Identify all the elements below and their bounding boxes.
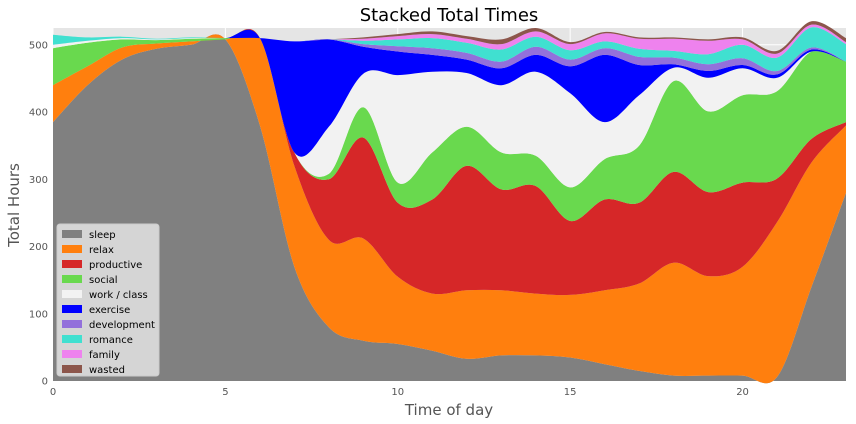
legend-swatch-exercise [62, 305, 82, 313]
y-tick-label-5: 500 [29, 40, 48, 51]
legend-swatch-productive [62, 260, 82, 268]
area-work-class [53, 29, 846, 188]
legend-swatch-wasted [62, 365, 82, 373]
y-tick-label-4: 400 [29, 108, 48, 119]
area-development [53, 37, 846, 75]
legend-label-work-class: work / class [89, 290, 148, 301]
legend-swatch-sleep [62, 230, 82, 238]
legend-box [56, 223, 160, 377]
legend-swatch-development [62, 320, 82, 328]
area-wasted [53, 21, 846, 54]
area-relax [53, 28, 846, 384]
legend-swatch-romance [62, 335, 82, 343]
legend-swatch-family [62, 350, 82, 358]
area-sleep [53, 34, 846, 384]
x-tick-label-0: 0 [50, 387, 56, 398]
area-productive [53, 28, 846, 296]
x-tick-label-3: 15 [564, 387, 577, 398]
legend-label-romance: romance [89, 335, 133, 346]
y-tick-label-0: 0 [42, 377, 48, 388]
y-axis-label: Total Hours [5, 163, 23, 248]
x-axis-ticks: 0 5 10 15 20 [50, 387, 749, 398]
legend-label-sleep: sleep [89, 230, 116, 241]
chart-title: Stacked Total Times [360, 5, 539, 26]
area-layers [53, 21, 846, 384]
x-tick-label-2: 10 [391, 387, 404, 398]
legend-label-productive: productive [89, 260, 142, 271]
y-axis-ticks: 0 100 200 300 400 500 [29, 40, 48, 387]
legend-label-development: development [89, 320, 155, 331]
area-family [53, 24, 846, 58]
legend-label-family: family [89, 350, 120, 361]
legend-swatch-work-class [62, 290, 82, 298]
legend-swatch-social [62, 275, 82, 283]
y-tick-label-3: 300 [29, 175, 48, 186]
x-axis-label: Time of day [404, 401, 493, 419]
area-romance [53, 27, 846, 72]
legend-label-exercise: exercise [89, 305, 130, 316]
y-tick-label-2: 200 [29, 242, 48, 253]
legend-label-wasted: wasted [89, 365, 125, 376]
legend-swatch-relax [62, 245, 82, 253]
x-tick-label-4: 20 [736, 387, 749, 398]
y-tick-label-1: 100 [29, 309, 48, 320]
x-tick-label-1: 5 [222, 387, 228, 398]
legend: sleep relax productive social work / class ex… [56, 223, 160, 377]
legend-label-relax: relax [89, 245, 114, 256]
legend-label-social: social [89, 275, 118, 286]
area-social [53, 29, 846, 222]
